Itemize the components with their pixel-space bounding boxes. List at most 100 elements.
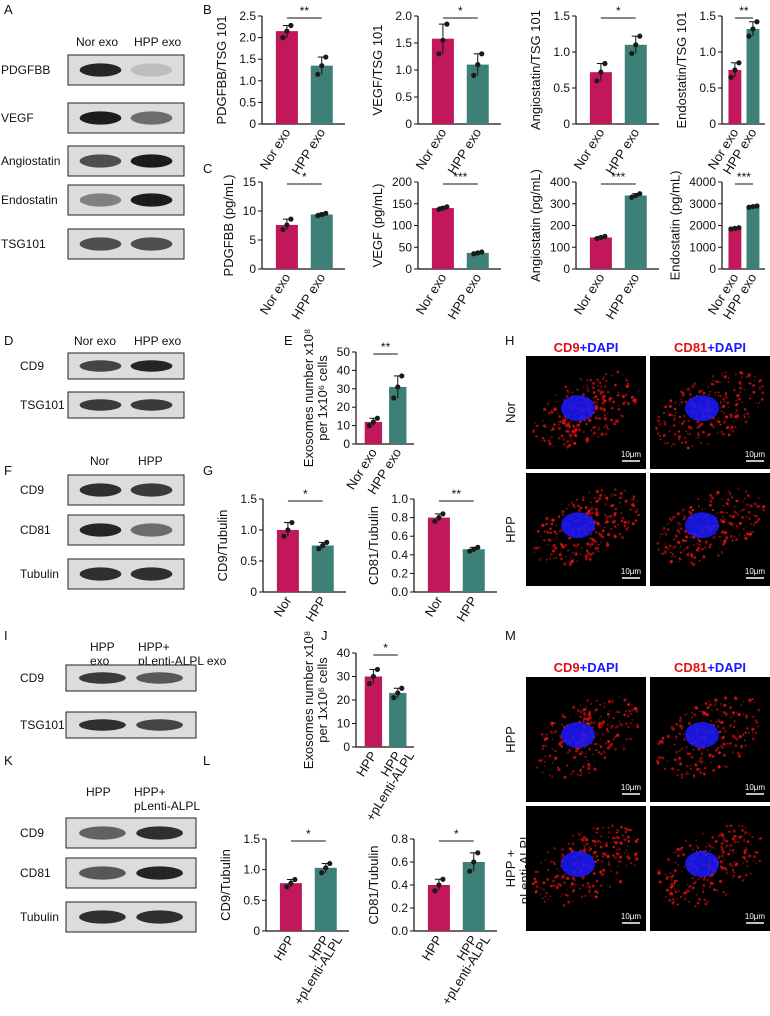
data-point (319, 870, 325, 876)
red-speck (550, 435, 553, 439)
red-speck (597, 388, 601, 393)
red-speck (577, 883, 580, 886)
data-point (471, 859, 477, 865)
red-speck (751, 505, 754, 507)
red-speck (756, 504, 760, 509)
red-speck (626, 715, 630, 718)
red-speck (718, 548, 720, 550)
red-speck (546, 531, 550, 534)
red-speck (596, 732, 599, 735)
red-speck (696, 844, 699, 847)
red-speck (729, 849, 732, 852)
red-speck (592, 400, 597, 404)
protein-band (79, 360, 122, 372)
red-speck (624, 831, 627, 834)
red-speck (622, 747, 626, 751)
red-speck (738, 380, 742, 384)
red-speck (584, 554, 589, 559)
red-speck (735, 711, 738, 713)
red-speck (595, 749, 598, 752)
red-speck (674, 869, 677, 872)
y-tick-label: 0.6 (391, 855, 408, 869)
red-speck (677, 890, 680, 893)
red-speck (729, 862, 732, 866)
red-speck (756, 520, 760, 523)
red-speck (751, 531, 754, 534)
data-point (320, 542, 326, 549)
red-speck (700, 762, 703, 765)
red-speck (689, 505, 693, 509)
red-speck (705, 713, 709, 717)
red-speck (680, 747, 684, 751)
red-speck (697, 505, 700, 508)
red-speck (686, 889, 690, 893)
red-speck (674, 851, 677, 854)
red-speck (727, 381, 730, 384)
red-speck (619, 496, 622, 500)
red-speck (734, 411, 737, 414)
red-speck (623, 838, 627, 842)
data-point (391, 395, 397, 401)
red-speck (598, 726, 601, 729)
red-speck (679, 724, 683, 728)
red-speck (572, 900, 574, 902)
red-speck (568, 536, 572, 540)
red-speck (594, 416, 598, 420)
red-speck (727, 406, 730, 409)
bar (624, 44, 647, 124)
red-speck (697, 436, 700, 439)
red-speck (700, 422, 704, 426)
red-speck (695, 764, 698, 767)
red-speck (571, 551, 574, 554)
red-speck (607, 862, 611, 866)
red-speck (584, 718, 587, 721)
red-speck (740, 744, 743, 748)
red-speck (714, 702, 717, 705)
protein-band (136, 719, 184, 731)
row-label: HPP (503, 726, 518, 753)
red-speck (585, 885, 589, 888)
red-speck (704, 540, 708, 544)
red-speck (726, 840, 729, 843)
red-speck (656, 419, 661, 423)
red-speck (560, 551, 562, 553)
red-speck (701, 508, 703, 510)
red-speck (534, 891, 538, 894)
red-speck (588, 713, 592, 717)
nucleus (561, 512, 595, 539)
red-speck (715, 720, 718, 723)
red-speck (566, 876, 570, 880)
red-speck (722, 726, 725, 730)
red-speck (692, 748, 695, 751)
red-speck (608, 885, 611, 888)
red-speck (757, 496, 760, 499)
red-speck (664, 531, 666, 534)
red-speck (715, 494, 718, 496)
red-speck (723, 703, 727, 707)
red-speck (615, 871, 619, 875)
sig-label: * (302, 170, 307, 184)
red-speck (594, 530, 599, 535)
red-speck (606, 730, 610, 733)
red-speck (684, 891, 688, 895)
red-speck (550, 410, 554, 414)
red-speck (586, 717, 590, 721)
red-speck (605, 545, 607, 547)
red-speck (743, 535, 746, 537)
red-speck (672, 424, 676, 427)
red-speck (594, 708, 598, 712)
red-speck (560, 745, 564, 748)
red-speck (628, 710, 631, 713)
red-speck (739, 386, 742, 389)
red-speck (745, 847, 748, 849)
bar (276, 530, 299, 592)
red-speck (558, 553, 562, 557)
red-speck (705, 845, 708, 848)
sig-label: ** (739, 4, 749, 18)
protein-band (79, 523, 122, 537)
red-speck (696, 548, 699, 552)
